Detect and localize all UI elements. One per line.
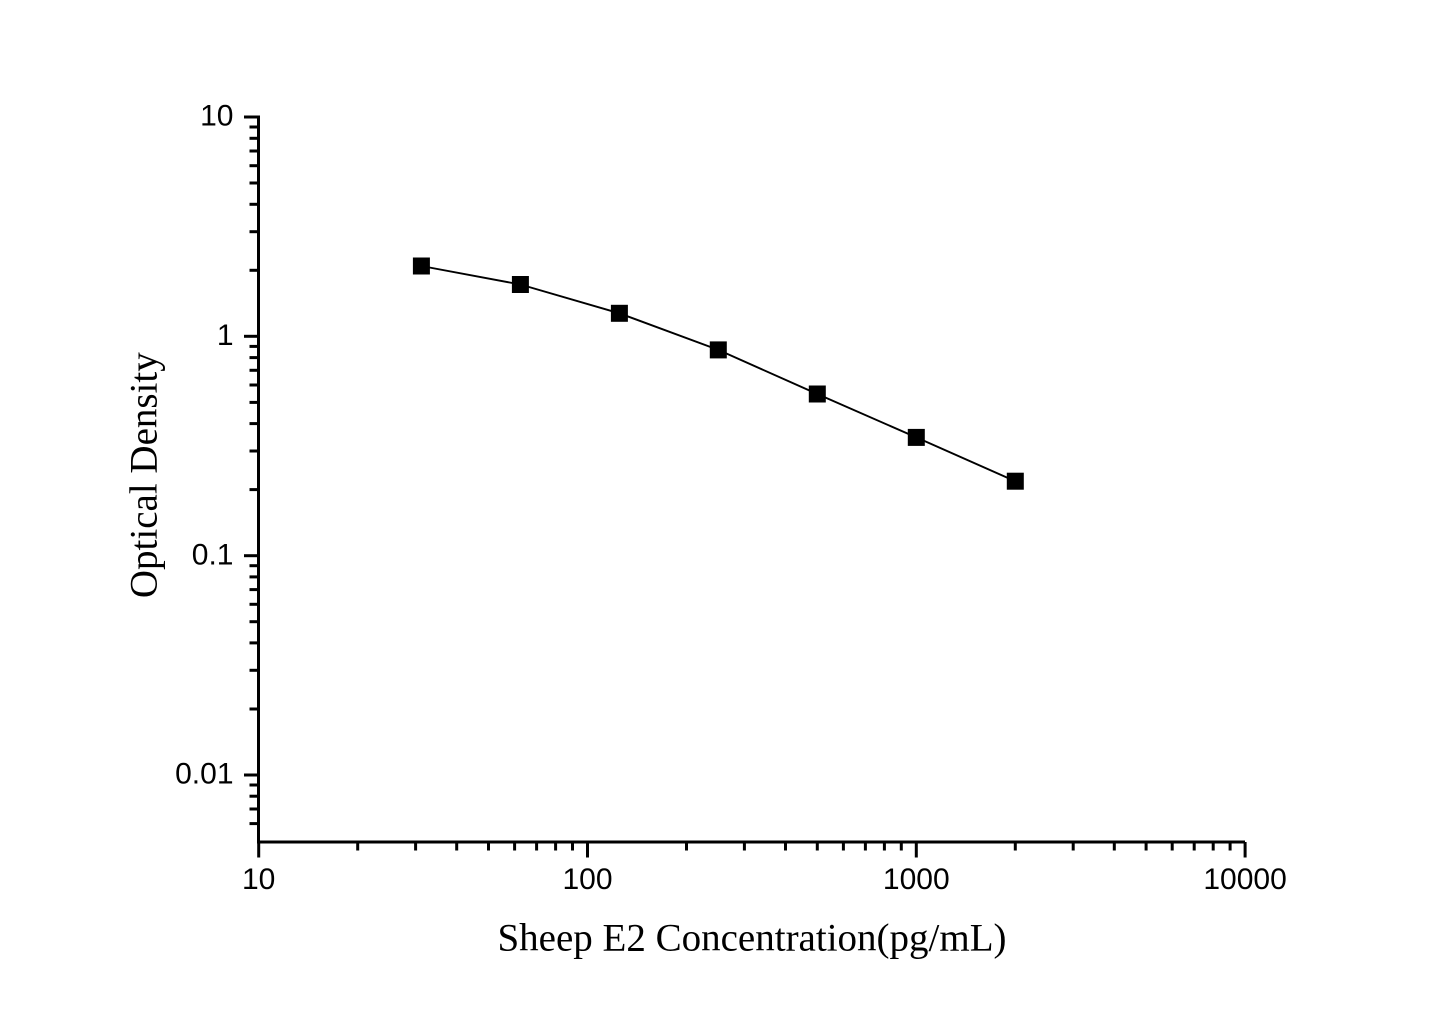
svg-text:Sheep E2 Concentration(pg/mL): Sheep E2 Concentration(pg/mL) [497,917,1006,960]
svg-text:10: 10 [200,100,233,133]
svg-text:Optical Density: Optical Density [123,352,166,598]
svg-text:0.1: 0.1 [192,538,234,571]
svg-text:10000: 10000 [1203,863,1286,896]
svg-text:10: 10 [242,863,275,896]
svg-text:1000: 1000 [883,863,950,896]
svg-text:100: 100 [562,863,612,896]
svg-text:0.01: 0.01 [175,758,233,791]
svg-text:1: 1 [217,319,234,352]
